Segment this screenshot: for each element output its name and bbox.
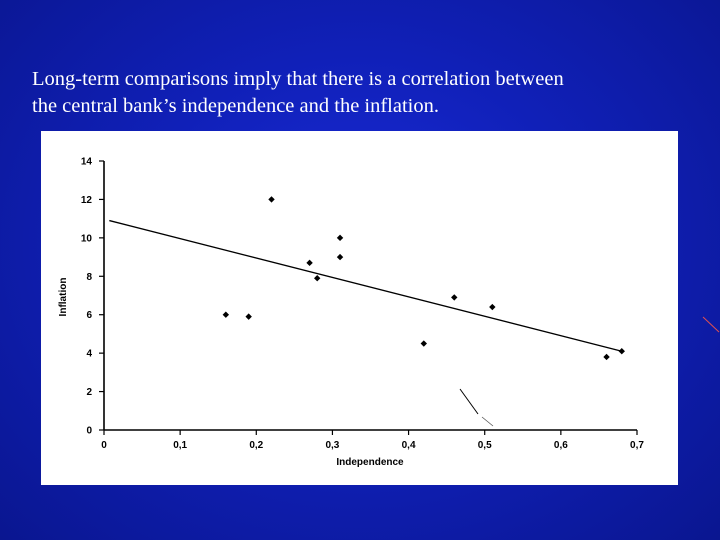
x-tick-label: 0,2 bbox=[249, 440, 263, 451]
y-tick-label: 6 bbox=[86, 310, 92, 321]
y-tick-label: 14 bbox=[81, 157, 93, 168]
data-point bbox=[336, 234, 344, 242]
trendline bbox=[109, 219, 622, 352]
y-axis-label: Inflation bbox=[58, 278, 69, 317]
x-ticks: 0 0,1 0,2 0,3 0,4 0,5 0,6 0,7 bbox=[101, 430, 644, 451]
data-point bbox=[603, 353, 610, 361]
data-point bbox=[420, 340, 427, 347]
chart-panel: 0 2 4 6 8 10 12 14 0 0,1 0,2 0,3 0,4 0,5 0,6 0,7 Indep… bbox=[41, 131, 678, 485]
data-point bbox=[618, 348, 625, 355]
y-tick-label: 12 bbox=[81, 195, 93, 206]
data-point bbox=[451, 294, 458, 301]
y-tick-label: 0 bbox=[86, 426, 92, 437]
data-point bbox=[489, 303, 496, 311]
data-points bbox=[222, 196, 625, 361]
data-point bbox=[306, 259, 313, 267]
x-tick-label: 0,4 bbox=[402, 440, 416, 451]
data-point bbox=[222, 311, 230, 318]
x-tick-label: 0,3 bbox=[325, 440, 339, 451]
data-point bbox=[245, 313, 252, 320]
chart-axes bbox=[103, 161, 637, 431]
y-ticks: 0 2 4 6 8 10 12 14 bbox=[81, 157, 104, 437]
trendline-group bbox=[109, 219, 622, 352]
x-tick-label: 0,1 bbox=[173, 440, 187, 451]
x-tick-label: 0,6 bbox=[554, 440, 568, 451]
caption-line-1: Long-term comparisons imply that there i… bbox=[32, 68, 564, 90]
slide-caption: Long-term comparisons imply that there i… bbox=[32, 66, 692, 120]
caption-line-2: the central bank’s independence and the … bbox=[32, 95, 439, 117]
x-axis-label: Independence bbox=[336, 457, 404, 468]
x-tick-label: 0,7 bbox=[630, 440, 644, 451]
y-tick-label: 2 bbox=[86, 387, 92, 398]
y-tick-label: 10 bbox=[81, 233, 93, 244]
y-tick-label: 4 bbox=[86, 349, 92, 360]
data-point bbox=[268, 196, 275, 203]
y-tick-label: 8 bbox=[86, 272, 92, 283]
data-point bbox=[336, 253, 344, 261]
data-point bbox=[314, 275, 321, 282]
scan-artifact bbox=[459, 388, 494, 427]
decorative-line-icon bbox=[702, 316, 720, 333]
scatter-chart: 0 2 4 6 8 10 12 14 0 0,1 0,2 0,3 0,4 0,5 0,6 0,7 Indep… bbox=[58, 157, 644, 469]
x-tick-label: 0 bbox=[101, 440, 107, 451]
x-tick-label: 0,5 bbox=[478, 440, 492, 451]
